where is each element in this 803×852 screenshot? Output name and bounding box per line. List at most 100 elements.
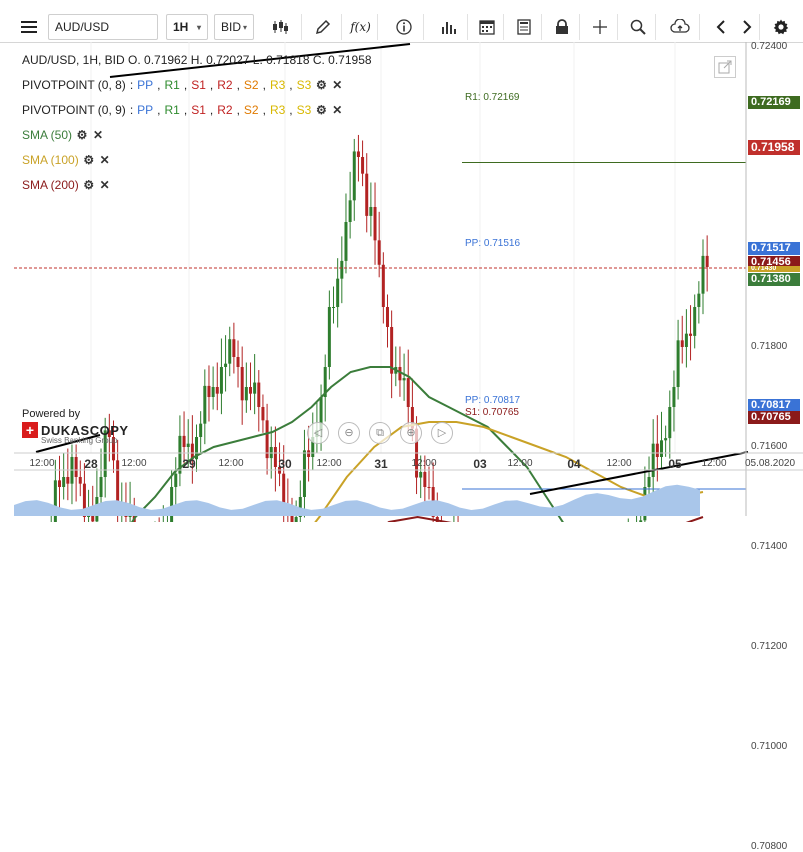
candle-body	[261, 407, 265, 421]
candle-body	[298, 497, 302, 517]
powered-by-text: Powered by	[22, 408, 81, 420]
candle-body	[348, 200, 352, 222]
close-icon[interactable]: ✕	[99, 153, 110, 167]
prev-button[interactable]	[708, 14, 734, 40]
symbol-label: AUD/USD	[55, 20, 110, 34]
export-button[interactable]	[714, 56, 736, 78]
news-button[interactable]	[506, 14, 542, 40]
document-icon	[516, 19, 531, 35]
pivot2-name: PIVOTPOINT (0, 9)	[22, 103, 126, 117]
scroll-left-button[interactable]: ◁	[307, 422, 329, 444]
candle-body	[701, 255, 705, 294]
lock-icon	[555, 19, 568, 34]
bar-chart-icon	[441, 22, 456, 34]
candle-body	[203, 385, 207, 424]
candle-body	[228, 339, 232, 364]
candle-body	[689, 333, 693, 336]
candle-body	[211, 387, 215, 397]
upload-button[interactable]	[660, 14, 700, 40]
x-tick-label: 12:00	[701, 458, 727, 469]
y-tick-label: 0.71400	[751, 541, 788, 552]
r1-level-label: R1: 0.72169	[465, 92, 520, 103]
pivot1-r2: R2	[217, 78, 233, 92]
s1-price-tag: 0.70765	[748, 411, 800, 424]
price-type-select[interactable]: BID ▾	[214, 14, 254, 40]
close-icon[interactable]: ✕	[332, 78, 343, 92]
scroll-right-button[interactable]: ▷	[431, 422, 453, 444]
candle-body	[344, 222, 348, 261]
candle-body	[655, 443, 659, 457]
chart-type-button[interactable]	[258, 14, 302, 40]
zoom-button[interactable]	[620, 14, 656, 40]
candle-body	[423, 472, 427, 487]
menu-button[interactable]	[14, 14, 44, 40]
candlesticks	[50, 134, 709, 522]
chart-area[interactable]	[0, 42, 803, 522]
candle-body	[257, 382, 261, 407]
draw-tool-button[interactable]	[304, 14, 342, 40]
candle-body	[319, 397, 323, 431]
zoom-out-button[interactable]: ⊖	[338, 422, 360, 444]
candle-body	[705, 255, 709, 267]
pp1-level-label: PP: 0.71516	[465, 238, 521, 249]
candle-body	[236, 357, 240, 367]
gear-icon[interactable]: ⚙	[83, 153, 95, 167]
pencil-icon	[315, 19, 330, 35]
candle-body	[174, 473, 178, 487]
calendar-button[interactable]	[470, 14, 504, 40]
indicators-button[interactable]: f(x)	[344, 14, 378, 40]
candle-body	[356, 151, 360, 157]
candle-body	[332, 307, 336, 308]
candle-body	[402, 378, 406, 381]
close-icon[interactable]: ✕	[99, 178, 110, 192]
candle-body	[352, 151, 356, 201]
pivot2-s2: S2	[243, 103, 259, 117]
candle-body	[240, 367, 244, 401]
pivot1-r1: R1	[164, 78, 180, 92]
candle-body	[651, 443, 655, 477]
timeframe-select[interactable]: 1H ▾	[166, 14, 208, 40]
pivot2-r1: R1	[164, 103, 180, 117]
gear-icon[interactable]: ⚙	[315, 78, 327, 92]
settings-button[interactable]	[766, 14, 796, 40]
gear-icon	[773, 19, 789, 35]
calendar-icon	[478, 20, 495, 35]
pivot1-s2: S2	[243, 78, 259, 92]
chevron-left-icon	[716, 20, 725, 34]
crosshair-button[interactable]	[582, 14, 618, 40]
candle-body	[664, 438, 668, 441]
x-tick-label: 30	[278, 457, 292, 471]
gear-icon[interactable]: ⚙	[315, 103, 327, 117]
candle-body	[340, 260, 344, 279]
candle-body	[410, 407, 414, 429]
candle-body	[647, 477, 651, 487]
close-icon[interactable]: ✕	[92, 128, 104, 142]
x-tick-label: 04	[567, 457, 581, 471]
gear-icon[interactable]: ⚙	[76, 128, 88, 142]
magnifier-icon	[630, 19, 646, 35]
candle-body	[427, 487, 431, 488]
lock-button[interactable]	[544, 14, 580, 40]
candle-body	[232, 339, 236, 357]
gear-icon[interactable]: ⚙	[83, 178, 95, 192]
x-tick-label: 05	[668, 457, 682, 471]
chevron-right-icon	[742, 20, 751, 34]
zoom-in-button[interactable]: ⊕	[400, 422, 422, 444]
sma100-name: SMA (100)	[22, 153, 79, 167]
candle-body	[253, 382, 257, 394]
sma200-price-tag: 0.71456	[748, 256, 800, 269]
x-tick-label: 12:00	[411, 458, 437, 469]
x-tick-label: 12:00	[121, 458, 147, 469]
volume-button[interactable]	[430, 14, 468, 40]
reset-button[interactable]: ⧉	[369, 422, 391, 444]
reset-icon: ⧉	[376, 427, 384, 439]
candle-body	[294, 517, 298, 522]
next-button[interactable]	[734, 14, 760, 40]
symbol-select[interactable]: AUD/USD	[48, 14, 158, 40]
candle-body	[419, 472, 423, 478]
pivot2-legend: PIVOTPOINT (0, 9): PP, R1, S1, R2, S2, R…	[22, 103, 343, 117]
info-button[interactable]	[384, 14, 424, 40]
close-icon[interactable]: ✕	[332, 103, 343, 117]
dukascopy-logo: + DUKASCOPY	[22, 422, 129, 438]
timeframe-label: 1H	[173, 20, 189, 34]
